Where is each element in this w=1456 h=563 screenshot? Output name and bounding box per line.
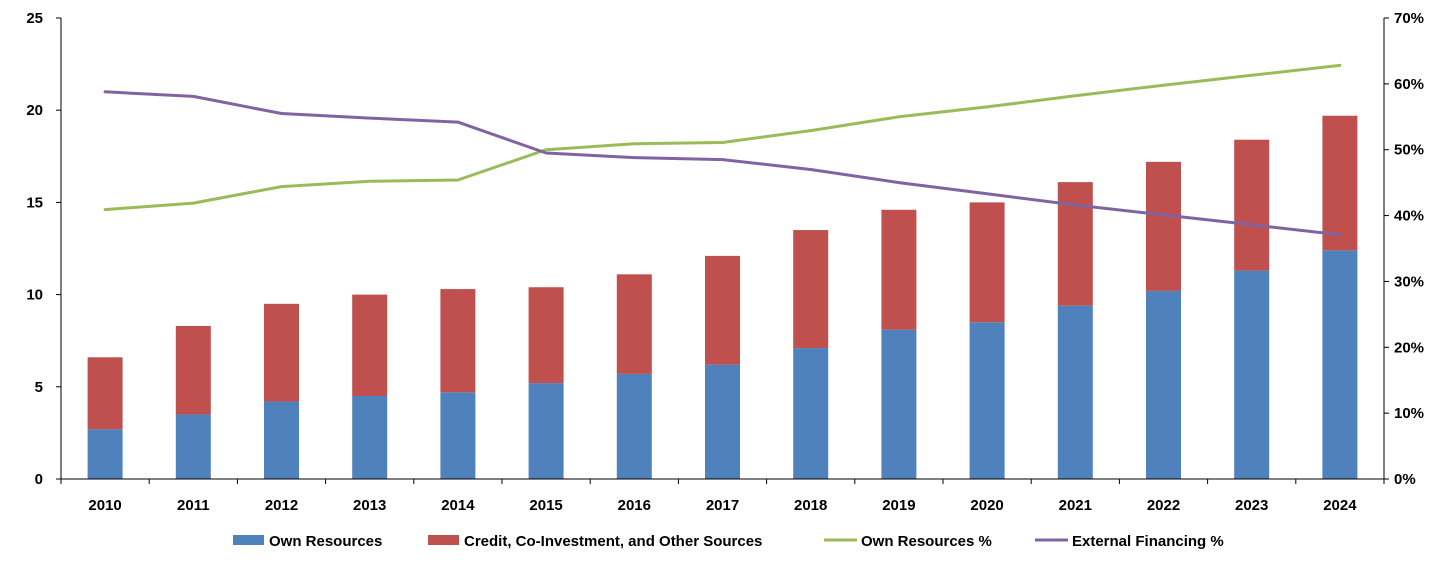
- bar-credit-other-2010: [87, 357, 123, 430]
- legend-own-resources-label: Own Resources: [269, 533, 382, 550]
- legend-external-financing-pct-label: External Financing %: [1072, 533, 1224, 550]
- bar-credit-other-2011: [175, 325, 211, 415]
- x-tick-label: 2018: [794, 497, 827, 514]
- bar-credit-other-2018: [793, 230, 829, 349]
- bar-credit-other-2012: [264, 303, 299, 402]
- x-tick-label: 2011: [177, 497, 210, 514]
- bar-own-resources-2019: [881, 329, 917, 479]
- bar-own-resources-2013: [352, 396, 388, 479]
- left-tick-label: 10: [26, 287, 43, 304]
- left-tick-label: 20: [26, 102, 43, 119]
- legend: Own Resources Credit, Co-Investment, and …: [233, 533, 1224, 550]
- x-tick-label: 2010: [88, 497, 121, 514]
- x-tick-label: 2012: [265, 497, 298, 514]
- line-external-financing-pct: [103, 90, 1342, 237]
- bar-own-resources-2018: [793, 348, 829, 479]
- axes-layer: 0 5 10 15 20 25 0% 10% 20% 30% 40% 50% 60% 70% 2010 201…: [26, 10, 1424, 514]
- bar-credit-other-2020: [969, 202, 1005, 323]
- legend-external-financing-pct: External Financing %: [1035, 533, 1224, 550]
- x-tick-label: 2020: [970, 497, 1003, 514]
- x-tick-label: 2021: [1059, 497, 1092, 514]
- right-tick-label: 50%: [1394, 142, 1424, 159]
- line-own-resources-pct: [103, 63, 1342, 212]
- bar-credit-other-2022: [1146, 161, 1181, 291]
- bar-own-resources-2021: [1057, 305, 1093, 479]
- bars-layer: [87, 115, 1358, 479]
- x-tick-label: 2013: [353, 497, 386, 514]
- left-tick-label: 25: [26, 10, 43, 27]
- legend-own-resources: Own Resources: [233, 533, 382, 550]
- legend-credit-other-label: Credit, Co-Investment, and Other Sources: [464, 533, 762, 550]
- x-tick-label: 2022: [1147, 497, 1180, 514]
- bar-own-resources-2012: [264, 401, 299, 479]
- bar-own-resources-2023: [1234, 270, 1270, 479]
- right-tick-label: 0%: [1394, 471, 1416, 488]
- lines-layer: [103, 63, 1342, 237]
- left-tick-label: 0: [35, 471, 43, 488]
- bar-credit-other-2021: [1057, 182, 1093, 306]
- bar-own-resources-2014: [440, 392, 476, 479]
- bar-credit-other-2014: [440, 289, 476, 393]
- legend-credit-other-swatch: [428, 535, 459, 545]
- right-tick-label: 60%: [1394, 76, 1424, 93]
- x-tick-label: 2016: [618, 497, 651, 514]
- bar-credit-other-2015: [528, 287, 564, 384]
- bar-credit-other-2016: [616, 274, 652, 374]
- right-tick-label: 40%: [1394, 208, 1424, 225]
- legend-own-resources-pct-label: Own Resources %: [861, 533, 992, 550]
- bar-credit-other-2019: [881, 209, 917, 330]
- left-tick-label: 5: [35, 379, 43, 396]
- x-tick-label: 2024: [1323, 497, 1357, 514]
- bar-own-resources-2015: [528, 383, 564, 479]
- legend-own-resources-pct: Own Resources %: [824, 533, 992, 550]
- right-tick-label: 70%: [1394, 10, 1424, 27]
- bar-own-resources-2020: [969, 322, 1005, 479]
- bar-credit-other-2024: [1322, 115, 1358, 251]
- x-tick-label: 2017: [706, 497, 739, 514]
- legend-own-resources-swatch: [233, 535, 264, 545]
- x-tick-label: 2019: [882, 497, 915, 514]
- x-tick-label: 2015: [529, 497, 562, 514]
- right-tick-label: 20%: [1394, 339, 1424, 356]
- bar-credit-other-2023: [1234, 139, 1270, 271]
- x-tick-label: 2023: [1235, 497, 1268, 514]
- bar-credit-other-2017: [705, 255, 740, 365]
- right-tick-label: 10%: [1394, 405, 1424, 422]
- bar-own-resources-2010: [87, 429, 123, 479]
- bar-credit-other-2013: [352, 294, 388, 397]
- bar-own-resources-2016: [616, 373, 652, 479]
- bar-own-resources-2022: [1146, 290, 1181, 479]
- bar-own-resources-2017: [705, 364, 740, 479]
- legend-credit-other: Credit, Co-Investment, and Other Sources: [428, 533, 762, 550]
- x-tick-label: 2014: [441, 497, 475, 514]
- bar-own-resources-2011: [175, 414, 211, 479]
- right-tick-label: 30%: [1394, 273, 1424, 290]
- left-tick-label: 15: [26, 194, 43, 211]
- bar-own-resources-2024: [1322, 250, 1358, 479]
